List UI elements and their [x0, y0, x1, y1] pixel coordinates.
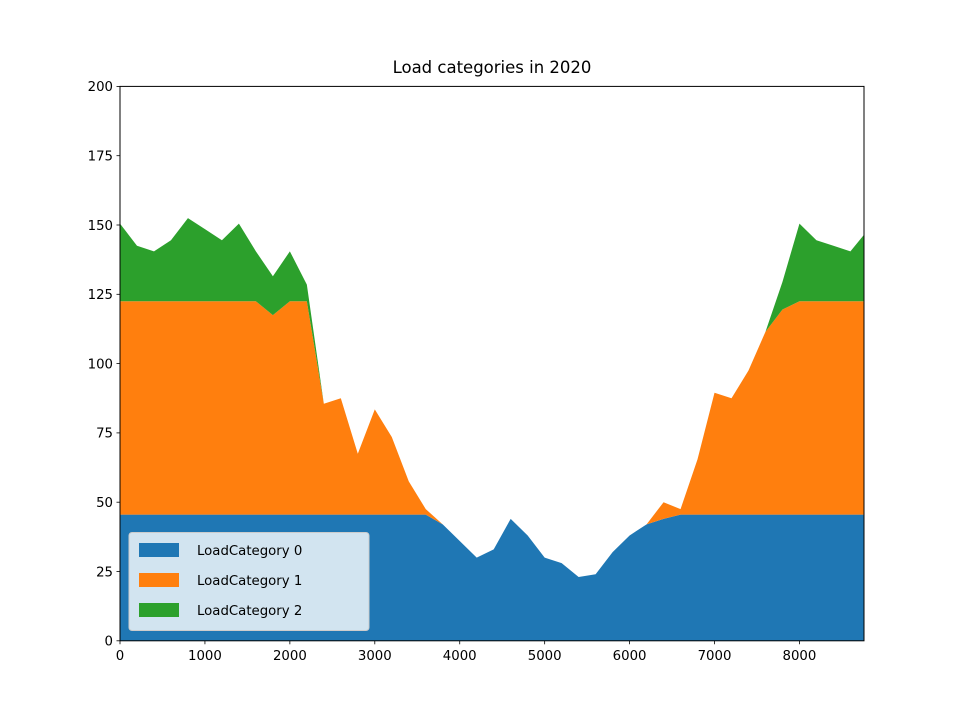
- y-tick-label-2: 50: [96, 496, 113, 511]
- x-tick-label-0: 0: [116, 649, 124, 664]
- x-tick-label-5: 5000: [528, 649, 562, 664]
- legend-swatch-2: [139, 603, 179, 617]
- y-tick-label-4: 100: [88, 357, 113, 372]
- y-tick-label-1: 25: [96, 565, 113, 580]
- y-tick-label-6: 150: [88, 219, 113, 234]
- y-tick-label-3: 75: [96, 427, 113, 442]
- legend: LoadCategory 0 LoadCategory 1 LoadCategory…: [128, 532, 370, 631]
- x-tick-label-7: 7000: [698, 649, 732, 664]
- area-series-1: [120, 301, 864, 578]
- legend-label-0: LoadCategory 0: [197, 544, 302, 559]
- x-tick-label-3: 3000: [358, 649, 392, 664]
- x-tick-label-6: 6000: [613, 649, 647, 664]
- y-tick-label-7: 175: [88, 150, 113, 165]
- x-tick-label-2: 2000: [273, 649, 307, 664]
- x-tick-label-4: 4000: [443, 649, 477, 664]
- legend-swatch-1: [139, 573, 179, 587]
- y-tick-label-5: 125: [88, 288, 113, 303]
- legend-box: [128, 532, 370, 631]
- y-tick-label-0: 0: [105, 635, 113, 650]
- chart-title: Load categories in 2020: [393, 58, 592, 77]
- legend-label-2: LoadCategory 2: [197, 604, 302, 619]
- axes: 0 1000 2000 3000 4000 5000 6000 7000 8000 0 25 50 75…: [88, 80, 817, 664]
- x-tick-label-8: 8000: [783, 649, 817, 664]
- legend-swatch-0: [139, 543, 179, 557]
- y-tick-label-8: 200: [88, 80, 113, 95]
- x-tick-label-1: 1000: [188, 649, 222, 664]
- legend-label-1: LoadCategory 1: [197, 574, 302, 589]
- area-series-2: [120, 218, 864, 578]
